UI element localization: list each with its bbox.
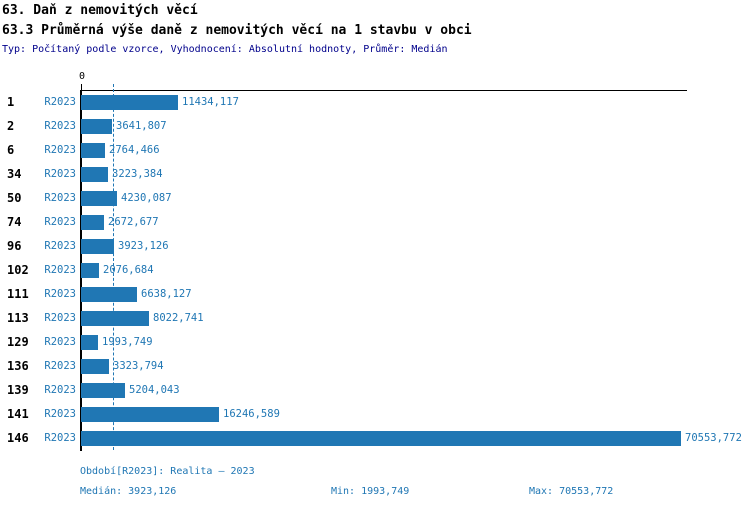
chart-row: 1 R2023 11434,117 bbox=[0, 90, 750, 114]
chart-subtitle: 63.3 Průměrná výše daně z nemovitých věc… bbox=[2, 23, 472, 38]
chart-row: 111 R2023 6638,127 bbox=[0, 282, 750, 306]
row-series-label: R2023 bbox=[44, 432, 76, 444]
row-series-label: R2023 bbox=[44, 408, 76, 420]
row-category-label: 113 bbox=[7, 311, 29, 325]
chart-row: 141 R2023 16246,589 bbox=[0, 402, 750, 426]
row-category-label: 141 bbox=[7, 407, 29, 421]
row-category-label: 74 bbox=[7, 215, 22, 229]
row-series-label: R2023 bbox=[44, 96, 76, 108]
bar[interactable] bbox=[81, 118, 112, 134]
row-category-label: 129 bbox=[7, 335, 29, 349]
row-series-label: R2023 bbox=[44, 288, 76, 300]
bar[interactable] bbox=[81, 94, 178, 110]
row-category-label: 111 bbox=[7, 287, 29, 301]
row-series-label: R2023 bbox=[44, 120, 76, 132]
row-series-label: R2023 bbox=[44, 240, 76, 252]
row-category-label: 139 bbox=[7, 383, 29, 397]
bar[interactable] bbox=[81, 406, 219, 422]
row-series-label: R2023 bbox=[44, 192, 76, 204]
bar[interactable] bbox=[81, 310, 149, 326]
bar[interactable] bbox=[81, 334, 98, 350]
bar[interactable] bbox=[81, 382, 125, 398]
bar-value-label: 16246,589 bbox=[223, 408, 280, 420]
row-category-label: 1 bbox=[7, 95, 15, 109]
bar-value-label: 6638,127 bbox=[141, 288, 192, 300]
chart-meta: Typ: Počítaný podle vzorce, Vyhodnocení:… bbox=[2, 44, 448, 55]
bar-value-label: 2672,677 bbox=[108, 216, 159, 228]
chart-row: 34 R2023 3223,384 bbox=[0, 162, 750, 186]
bar[interactable] bbox=[81, 286, 137, 302]
row-category-label: 2 bbox=[7, 119, 15, 133]
bar[interactable] bbox=[81, 214, 104, 230]
max-stat: Max: 70553,772 bbox=[529, 486, 614, 497]
bar[interactable] bbox=[81, 238, 114, 254]
row-series-label: R2023 bbox=[44, 264, 76, 276]
row-series-label: R2023 bbox=[44, 384, 76, 396]
bar-value-label: 2076,684 bbox=[103, 264, 154, 276]
bar[interactable] bbox=[81, 142, 105, 158]
median-reference-line bbox=[113, 84, 114, 450]
row-category-label: 34 bbox=[7, 167, 22, 181]
bar-value-label: 4230,087 bbox=[121, 192, 172, 204]
bar-value-label: 3223,384 bbox=[112, 168, 163, 180]
x-axis-line bbox=[80, 90, 687, 91]
bar[interactable] bbox=[81, 190, 117, 206]
row-series-label: R2023 bbox=[44, 360, 76, 372]
chart-row: 74 R2023 2672,677 bbox=[0, 210, 750, 234]
bar-value-label: 3323,794 bbox=[113, 360, 164, 372]
x-axis-zero-tick-label: 0 bbox=[78, 71, 86, 82]
chart-row: 136 R2023 3323,794 bbox=[0, 354, 750, 378]
row-category-label: 50 bbox=[7, 191, 22, 205]
row-category-label: 102 bbox=[7, 263, 29, 277]
chart-row: 139 R2023 5204,043 bbox=[0, 378, 750, 402]
bar-value-label: 3923,126 bbox=[118, 240, 169, 252]
chart-row: 2 R2023 3641,807 bbox=[0, 114, 750, 138]
chart-row: 129 R2023 1993,749 bbox=[0, 330, 750, 354]
row-category-label: 96 bbox=[7, 239, 22, 253]
chart-row: 146 R2023 70553,772 bbox=[0, 426, 750, 450]
bar[interactable] bbox=[81, 358, 109, 374]
row-category-label: 146 bbox=[7, 431, 29, 445]
bar-value-label: 3641,807 bbox=[116, 120, 167, 132]
page-title: 63. Daň z nemovitých věcí bbox=[2, 3, 198, 18]
bar-value-label: 2764,466 bbox=[109, 144, 160, 156]
chart-row: 96 R2023 3923,126 bbox=[0, 234, 750, 258]
row-series-label: R2023 bbox=[44, 336, 76, 348]
x-axis-zero-tick bbox=[81, 84, 82, 92]
chart-row: 6 R2023 2764,466 bbox=[0, 138, 750, 162]
bar-value-label: 1993,749 bbox=[102, 336, 153, 348]
bar-value-label: 8022,741 bbox=[153, 312, 204, 324]
row-series-label: R2023 bbox=[44, 312, 76, 324]
chart-row: 102 R2023 2076,684 bbox=[0, 258, 750, 282]
period-label: Období[R2023]: Realita – 2023 bbox=[80, 466, 255, 477]
bar[interactable] bbox=[81, 430, 681, 446]
row-category-label: 6 bbox=[7, 143, 15, 157]
chart-row: 113 R2023 8022,741 bbox=[0, 306, 750, 330]
chart-row: 50 R2023 4230,087 bbox=[0, 186, 750, 210]
bar-value-label: 11434,117 bbox=[182, 96, 239, 108]
row-series-label: R2023 bbox=[44, 168, 76, 180]
bar-value-label: 70553,772 bbox=[685, 432, 742, 444]
row-series-label: R2023 bbox=[44, 144, 76, 156]
bar[interactable] bbox=[81, 166, 108, 182]
median-stat: Medián: 3923,126 bbox=[80, 486, 177, 497]
bar-value-label: 5204,043 bbox=[129, 384, 180, 396]
min-stat: Min: 1993,749 bbox=[331, 486, 410, 497]
row-series-label: R2023 bbox=[44, 216, 76, 228]
bar[interactable] bbox=[81, 262, 99, 278]
row-category-label: 136 bbox=[7, 359, 29, 373]
